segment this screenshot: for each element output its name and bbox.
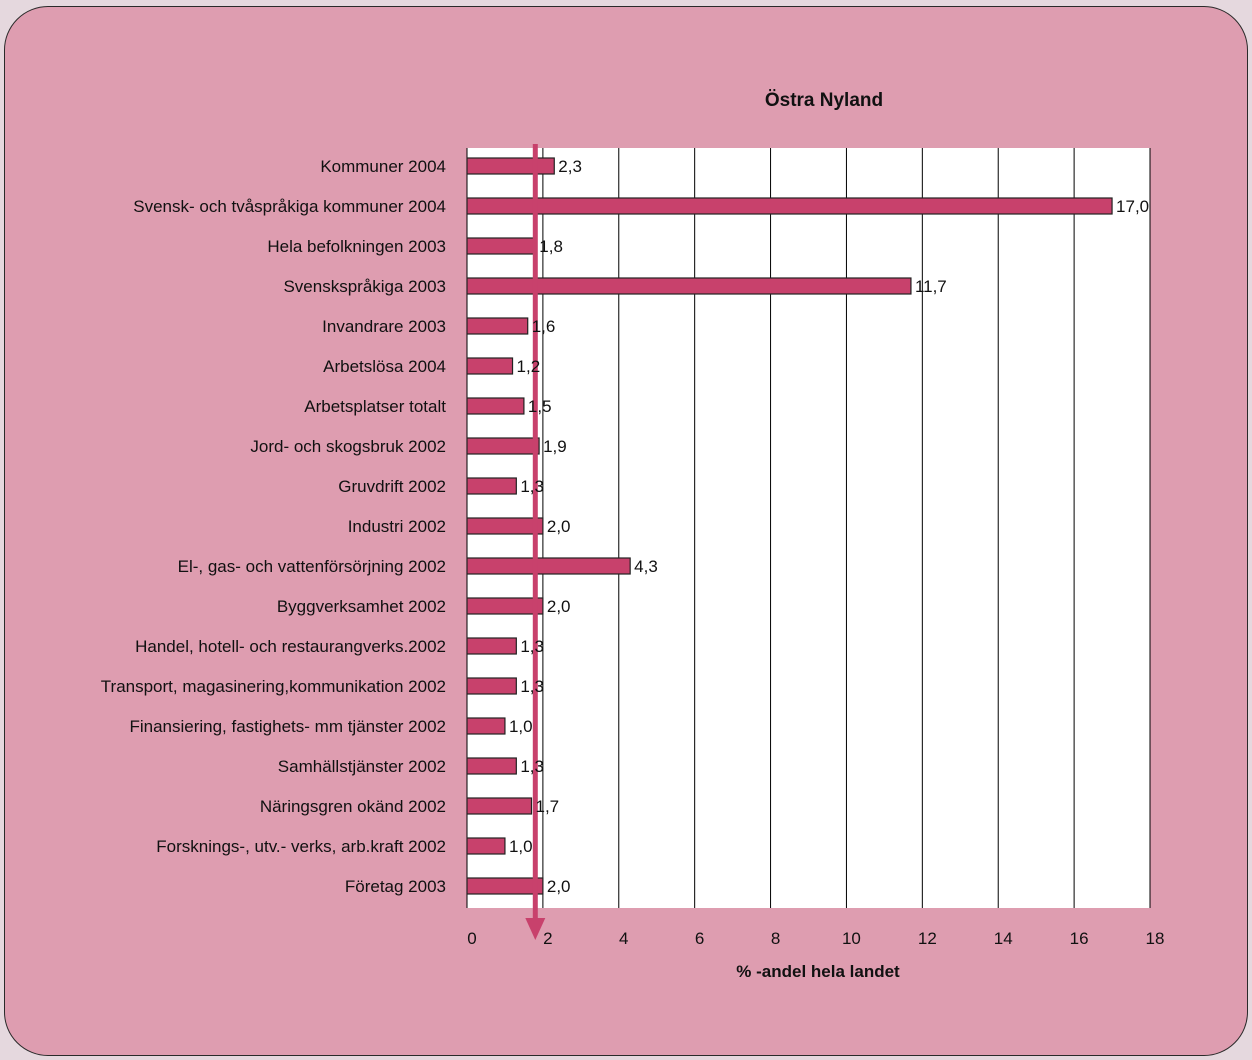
category-label: Jord- och skogsbruk 2002 [250, 437, 446, 456]
value-label: 1,7 [536, 797, 560, 816]
category-label: El-, gas- och vattenförsörjning 2002 [178, 557, 446, 576]
category-label: Kommuner 2004 [320, 157, 446, 176]
x-tick-label: 8 [771, 929, 780, 948]
bar [466, 197, 1113, 215]
value-label: 1,3 [520, 477, 544, 496]
reference-marker [525, 144, 546, 940]
bar [466, 557, 631, 575]
bar [466, 477, 517, 495]
value-label: 2,3 [558, 157, 582, 176]
value-label: 1,8 [539, 237, 563, 256]
value-label: 1,6 [532, 317, 556, 336]
category-label: Företag 2003 [345, 877, 446, 896]
category-label: Transport, magasinering,kommunikation 20… [101, 677, 446, 696]
plot-area [467, 148, 1150, 908]
bar [466, 277, 912, 295]
value-label: 1,3 [520, 677, 544, 696]
value-label: 11,7 [915, 277, 947, 296]
bars [466, 157, 1113, 895]
x-tick-label: 16 [1070, 929, 1089, 948]
category-label: Arbetslösa 2004 [323, 357, 446, 376]
bar [466, 517, 544, 535]
reference-arrowhead [525, 918, 546, 940]
x-axis-label: % -andel hela landet [736, 962, 900, 981]
bar [466, 437, 540, 455]
x-tick-label: 2 [543, 929, 552, 948]
category-label: Invandrare 2003 [322, 317, 446, 336]
bar [466, 637, 517, 655]
bar [466, 717, 506, 735]
value-label: 1,0 [509, 717, 533, 736]
category-label: Svenskspråkiga 2003 [283, 277, 446, 296]
value-label: 1,3 [520, 637, 544, 656]
x-tick-label: 18 [1146, 929, 1165, 948]
bar [466, 157, 555, 175]
category-label: Byggverksamhet 2002 [277, 597, 446, 616]
category-label: Gruvdrift 2002 [338, 477, 446, 496]
bar [466, 237, 536, 255]
category-label: Näringsgren okänd 2002 [260, 797, 446, 816]
value-label: 2,0 [547, 517, 571, 536]
bar [466, 837, 506, 855]
value-label: 1,5 [528, 397, 552, 416]
value-label: 4,3 [634, 557, 658, 576]
value-label: 1,2 [517, 357, 541, 376]
category-label: Forsknings-, utv.- verks, arb.kraft 2002 [156, 837, 446, 856]
chart-title: Östra Nyland [765, 90, 883, 111]
x-tick-label: 14 [994, 929, 1013, 948]
x-tick-label: 6 [695, 929, 704, 948]
category-label: Samhällstjänster 2002 [278, 757, 446, 776]
bar [466, 677, 517, 695]
category-label: Finansiering, fastighets- mm tjänster 20… [129, 717, 446, 736]
category-labels: Kommuner 2004 Svensk- och tvåspråkiga kom… [101, 157, 446, 896]
x-tick-label: 0 [467, 929, 476, 948]
bar [466, 757, 517, 775]
value-label: 17,0 [1116, 197, 1149, 216]
bar [466, 397, 525, 415]
x-tick-label: 4 [619, 929, 628, 948]
category-label: Industri 2002 [348, 517, 446, 536]
bar [466, 357, 514, 375]
value-label: 2,0 [547, 597, 571, 616]
category-label: Handel, hotell- och restaurangverks.2002 [135, 637, 446, 656]
x-tick-label: 10 [842, 929, 861, 948]
bar [466, 597, 544, 615]
category-label: Arbetsplatser totalt [304, 397, 446, 416]
value-label: 2,0 [547, 877, 571, 896]
value-label: 1,0 [509, 837, 533, 856]
gridlines [466, 148, 1151, 908]
bar [466, 797, 533, 815]
bar [466, 877, 544, 895]
value-label: 1,3 [520, 757, 544, 776]
x-tick-labels: 0 2 4 6 8 10 12 14 16 18 [467, 929, 1164, 948]
category-label: Svensk- och tvåspråkiga kommuner 2004 [133, 197, 446, 216]
value-label: 1,9 [543, 437, 567, 456]
category-label: Hela befolkningen 2003 [267, 237, 446, 256]
x-tick-label: 12 [918, 929, 937, 948]
bar [466, 317, 529, 335]
value-labels: 2,3 17,0 1,8 11,7 1,6 1,2 1,5 1,9 1,3 2,0 4,3 2,0 1,… [509, 157, 1149, 896]
